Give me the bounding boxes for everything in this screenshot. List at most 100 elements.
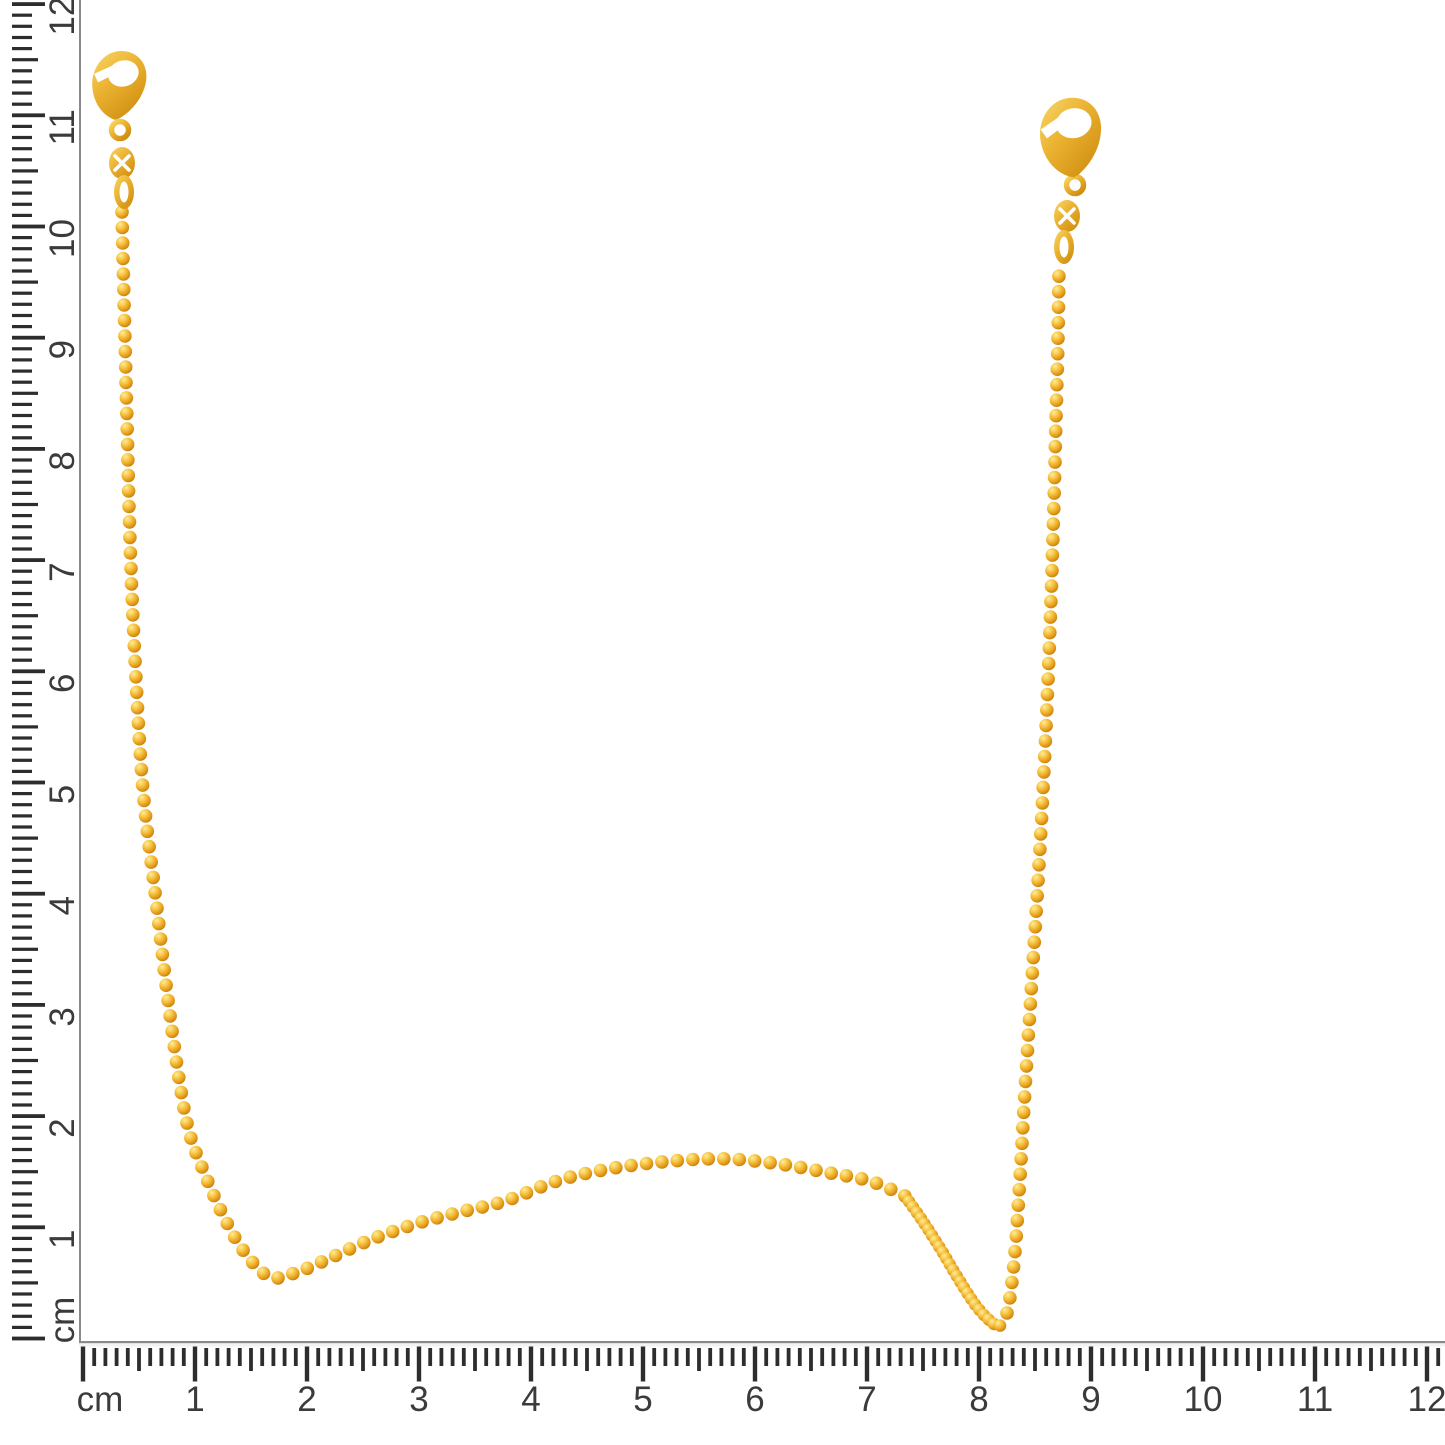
chain-bead (172, 1070, 186, 1085)
vertical-ruler-number: 10 (43, 219, 82, 258)
chain-bead (117, 282, 131, 297)
chain-bead (118, 344, 133, 359)
chain-bead (135, 778, 150, 792)
chain-bead (809, 1163, 823, 1178)
chain-bead (1040, 703, 1054, 717)
chain-bead (824, 1166, 838, 1180)
chain-bead (1051, 284, 1066, 299)
chain-bead (1033, 842, 1047, 857)
chain-bead (1050, 362, 1065, 377)
chain-bead (670, 1153, 685, 1168)
chain-bead (1003, 1291, 1017, 1305)
chain-bead (220, 1216, 235, 1231)
left-jump-ring (108, 118, 132, 142)
chain-bead (385, 1224, 400, 1239)
chain-section-left-run (115, 205, 912, 1285)
chain-bead (1038, 734, 1053, 748)
chain-bead (1028, 919, 1043, 934)
chain-bead (121, 484, 136, 498)
chain-bead (148, 886, 162, 900)
chain-bead (300, 1261, 315, 1276)
chain-bead (1044, 594, 1058, 609)
chain-bead (195, 1160, 209, 1174)
left-connector-links (108, 118, 135, 209)
horizontal-ruler-number: 11 (1297, 1380, 1333, 1419)
chain-bead (869, 1176, 884, 1190)
chain-bead (1051, 315, 1066, 330)
chain-bead (119, 375, 133, 390)
chain-bead (159, 978, 173, 992)
vertical-ruler-number: 7 (43, 562, 82, 581)
chain-bead (1010, 1213, 1025, 1228)
chain-bead (993, 1319, 1007, 1332)
chain-bead (639, 1156, 654, 1171)
chain-bead (563, 1170, 577, 1184)
horizontal-ruler-number: 10 (1184, 1380, 1223, 1419)
chain-bead (153, 932, 168, 946)
horizontal-ruler-edge-shadow (79, 1343, 1445, 1347)
chain-bead (1006, 1260, 1021, 1274)
chain-bead (747, 1154, 762, 1168)
vertical-ruler-number: 3 (43, 1007, 82, 1026)
chain-bead (328, 1248, 343, 1263)
chain-bead (123, 546, 138, 560)
chain-bead (256, 1266, 271, 1281)
chain-bead (120, 406, 134, 421)
chain-bead (1034, 811, 1049, 826)
right-lobster-clasp (1040, 97, 1102, 178)
chain-bead (430, 1211, 444, 1225)
chain-bead (1035, 796, 1050, 810)
chain-bead (1044, 579, 1059, 593)
chain-bead (1030, 889, 1044, 903)
chain-bead (1020, 1043, 1035, 1058)
chain-bead (115, 220, 130, 235)
chain-bead (1043, 610, 1058, 624)
horizontal-ruler-number: 1 (185, 1380, 204, 1419)
chain-bead (163, 1009, 177, 1023)
chain-bead (245, 1255, 260, 1270)
bead-chain (115, 205, 1066, 1332)
chain-bead (1046, 517, 1061, 531)
chain-bead (1011, 1198, 1026, 1212)
chain-bead (578, 1166, 593, 1181)
chain-bead (124, 577, 139, 591)
chain-bead (126, 608, 140, 622)
chain-bead (165, 1024, 179, 1039)
chain-bead (1045, 548, 1060, 562)
chain-bead (130, 700, 145, 715)
chain-bead (201, 1174, 215, 1189)
chain-bead (1045, 563, 1059, 578)
chain-bead (133, 747, 148, 761)
chain-bead (1037, 749, 1052, 764)
chain-bead (174, 1085, 189, 1100)
chain-bead (117, 298, 131, 312)
chain-bead (1041, 672, 1055, 686)
vertical-ruler-number: 8 (43, 451, 82, 470)
chain-bead (1050, 377, 1064, 392)
horizontal-ruler-edge-line (79, 1341, 1445, 1344)
chain-bead (118, 329, 132, 343)
chain-bead (286, 1266, 300, 1281)
right-oval-link (1054, 230, 1074, 264)
chain-bead (137, 793, 151, 808)
chain-bead (1022, 1012, 1037, 1027)
chain-bead (1048, 455, 1062, 469)
chain-bead (1027, 935, 1042, 949)
chain-bead (793, 1160, 808, 1175)
chain-bead (371, 1230, 385, 1244)
vertical-ruler-number: 5 (43, 785, 82, 804)
chain-bead (1039, 718, 1053, 733)
chain-bead (155, 947, 170, 962)
chain-bead (180, 1116, 194, 1130)
chain-bead (884, 1182, 898, 1197)
chain-bead (118, 360, 133, 374)
chain-bead (236, 1243, 250, 1257)
chain-bead (126, 623, 141, 638)
vertical-ruler-number: 6 (43, 674, 82, 693)
chain-bead (854, 1172, 869, 1186)
chain-bead (177, 1101, 191, 1115)
chain-bead (732, 1152, 747, 1167)
chain-bead (124, 561, 138, 576)
